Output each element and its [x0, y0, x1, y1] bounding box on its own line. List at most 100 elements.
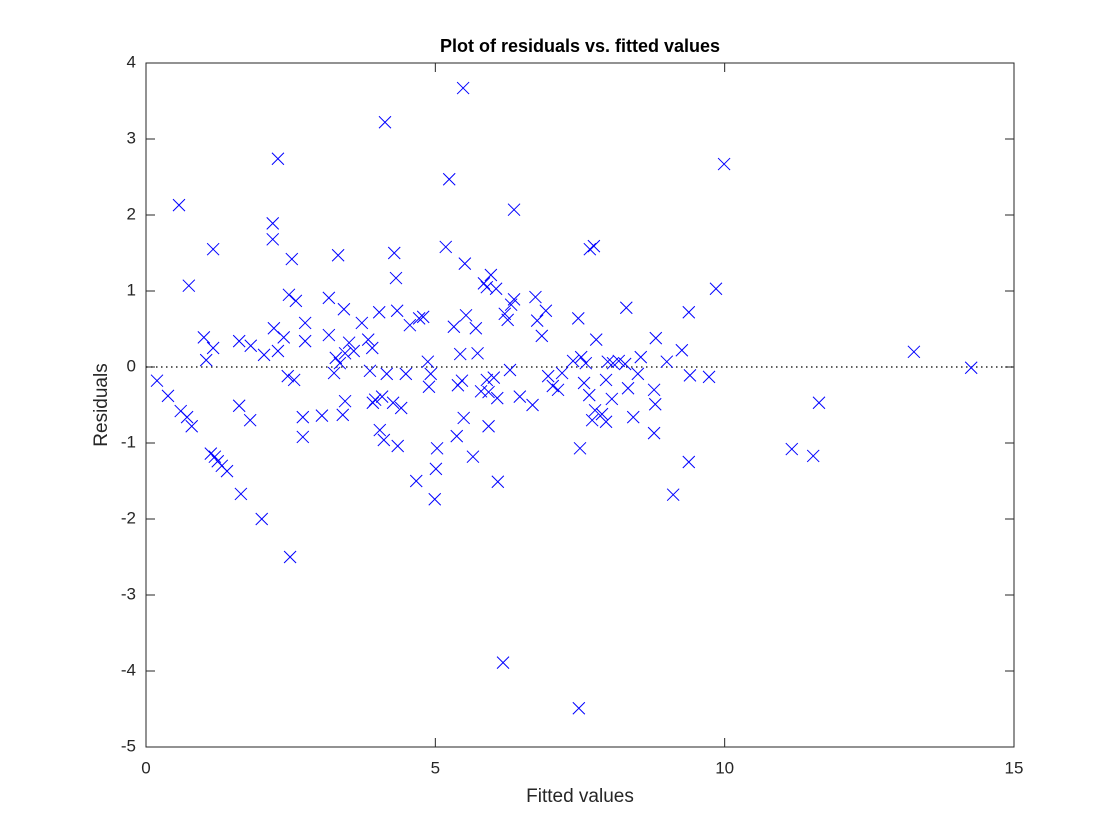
point	[717, 157, 731, 171]
point	[541, 369, 555, 383]
point	[442, 172, 456, 186]
point	[648, 397, 662, 411]
point	[785, 442, 799, 456]
point	[675, 343, 689, 357]
point	[573, 441, 587, 455]
point	[484, 268, 498, 282]
point	[347, 344, 361, 358]
point	[634, 350, 648, 364]
point	[277, 331, 291, 344]
point	[409, 474, 423, 488]
point	[585, 413, 599, 427]
point	[618, 357, 632, 371]
point	[403, 318, 417, 332]
point	[572, 701, 586, 715]
point	[539, 304, 553, 318]
point	[457, 411, 471, 425]
point	[682, 455, 696, 469]
point	[378, 115, 392, 129]
point	[496, 656, 510, 669]
point	[507, 293, 521, 306]
point	[322, 328, 336, 342]
point	[456, 81, 470, 95]
point	[234, 487, 248, 501]
point	[471, 346, 484, 360]
y-tick-label: 0	[127, 356, 136, 375]
point	[555, 366, 569, 380]
point	[377, 433, 391, 447]
point	[329, 351, 343, 365]
point	[285, 252, 299, 266]
point	[507, 203, 521, 217]
point	[601, 355, 615, 369]
point	[387, 246, 401, 260]
point	[503, 363, 517, 377]
point	[424, 367, 438, 381]
point	[466, 450, 480, 464]
point	[282, 288, 296, 302]
point	[220, 464, 234, 478]
point	[338, 346, 352, 360]
point	[368, 393, 382, 407]
x-axis-label: Fitted values	[526, 786, 634, 807]
point	[394, 401, 408, 415]
point	[964, 361, 978, 375]
point	[322, 291, 336, 305]
point	[535, 329, 549, 343]
point	[589, 333, 603, 346]
x-tick-label: 10	[715, 758, 734, 777]
point	[709, 282, 723, 296]
point	[422, 380, 436, 394]
point	[459, 308, 473, 322]
point	[283, 550, 297, 564]
point	[482, 385, 495, 399]
point	[182, 279, 196, 293]
plot-area	[145, 62, 1015, 748]
point	[386, 396, 400, 410]
point	[361, 333, 375, 346]
point	[453, 347, 467, 361]
point	[551, 383, 565, 397]
point	[267, 321, 281, 335]
point	[271, 152, 285, 166]
point	[363, 364, 377, 378]
point	[599, 415, 613, 429]
y-tick-label: -2	[121, 508, 136, 527]
point	[526, 398, 539, 412]
x-tick-label: 15	[1005, 758, 1024, 777]
x-tick-label: 0	[141, 758, 150, 777]
point	[389, 271, 403, 285]
point	[587, 239, 601, 253]
point	[647, 383, 661, 397]
y-tick-label: -5	[121, 736, 136, 755]
point	[342, 336, 356, 350]
point	[546, 379, 560, 393]
point	[579, 356, 593, 370]
point	[631, 367, 645, 381]
point	[365, 341, 379, 355]
point	[243, 413, 257, 427]
y-tick-label: -4	[121, 660, 136, 679]
point	[619, 301, 633, 315]
point	[571, 312, 585, 325]
point	[298, 334, 312, 348]
point	[649, 331, 663, 345]
point	[390, 304, 404, 318]
point	[582, 388, 596, 402]
point	[206, 242, 220, 256]
point	[244, 339, 258, 353]
point	[199, 353, 213, 367]
point	[621, 381, 635, 395]
point	[366, 396, 380, 410]
point	[161, 389, 175, 403]
point	[480, 373, 494, 387]
point	[447, 320, 461, 334]
point	[333, 356, 347, 370]
point	[683, 369, 697, 382]
y-tick-label: 4	[127, 52, 136, 71]
point	[232, 399, 246, 413]
point	[626, 410, 640, 424]
point	[380, 367, 394, 381]
point	[296, 430, 310, 444]
